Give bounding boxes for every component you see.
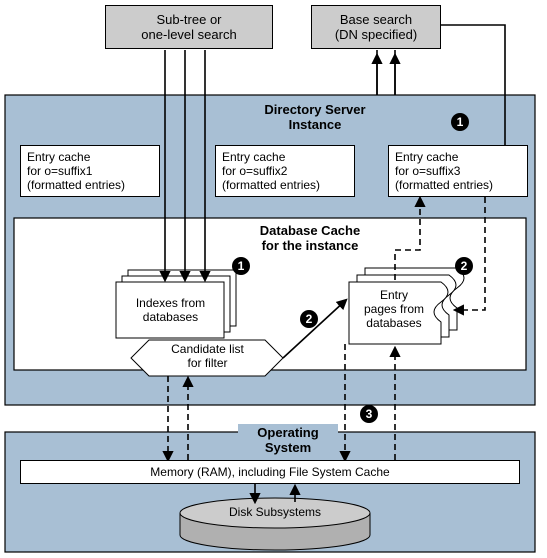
ep-l3: databases (366, 316, 421, 330)
s3-l2: for o=suffix3 (395, 164, 460, 178)
memory-box: Memory (RAM), including File System Cach… (20, 460, 520, 484)
step-number-1-db: 1 (232, 257, 250, 275)
base-l1: Base search (340, 12, 412, 27)
ds-instance-title: Directory Server Instance (240, 100, 390, 134)
memory-label: Memory (RAM), including File System Cach… (150, 465, 389, 479)
subtree-search-box: Sub-tree or one-level search (105, 5, 273, 49)
disk-text: Disk Subsystems (229, 505, 321, 519)
ds-title-l1: Directory Server (264, 102, 365, 117)
os-l2: System (265, 440, 311, 455)
entry-pages-label: Entry pages from databases (350, 288, 438, 330)
ep-l2: pages from (364, 302, 424, 316)
ds-title-l2: Instance (289, 117, 342, 132)
n2m: 2 (306, 312, 313, 326)
s3-l1: Entry cache (395, 150, 458, 164)
n3: 3 (366, 407, 373, 421)
step-number-1-top: 1 (451, 113, 469, 131)
step-number-2-right: 2 (455, 257, 473, 275)
cand-l1: Candidate list (171, 342, 244, 356)
s2-l3: (formatted entries) (222, 178, 320, 192)
idx-l1: Indexes from (136, 296, 205, 310)
n1t: 1 (457, 115, 464, 129)
base-l2: (DN specified) (335, 27, 417, 42)
s2-l2: for o=suffix2 (222, 164, 287, 178)
os-title: Operating System (238, 424, 338, 456)
indexes-label: Indexes from databases (118, 296, 223, 324)
s1-l1: Entry cache (27, 150, 90, 164)
idx-l2: databases (143, 310, 198, 324)
s2-l1: Entry cache (222, 150, 285, 164)
entry-cache-s2: Entry cache for o=suffix2 (formatted ent… (215, 145, 355, 197)
dbc-l2: for the instance (262, 238, 359, 253)
ep-l1: Entry (380, 288, 408, 302)
s1-l2: for o=suffix1 (27, 164, 92, 178)
s3-l3: (formatted entries) (395, 178, 493, 192)
dbc-l1: Database Cache (260, 223, 360, 238)
base-search-box: Base search (DN specified) (311, 5, 441, 49)
step-number-2-mid: 2 (300, 310, 318, 328)
subtree-l2: one-level search (141, 27, 236, 42)
cand-l2: for filter (187, 356, 227, 370)
entry-cache-s3: Entry cache for o=suffix3 (formatted ent… (388, 145, 528, 197)
step-number-3: 3 (360, 405, 378, 423)
candidate-list-label: Candidate list for filter (150, 342, 265, 370)
n2r: 2 (461, 259, 468, 273)
s1-l3: (formatted entries) (27, 178, 125, 192)
n1d: 1 (238, 259, 245, 273)
subtree-l1: Sub-tree or (156, 12, 221, 27)
entry-cache-s1: Entry cache for o=suffix1 (formatted ent… (20, 145, 160, 197)
os-l1: Operating (257, 425, 318, 440)
disk-label: Disk Subsystems (195, 505, 355, 519)
db-cache-title: Database Cache for the instance (240, 222, 380, 254)
